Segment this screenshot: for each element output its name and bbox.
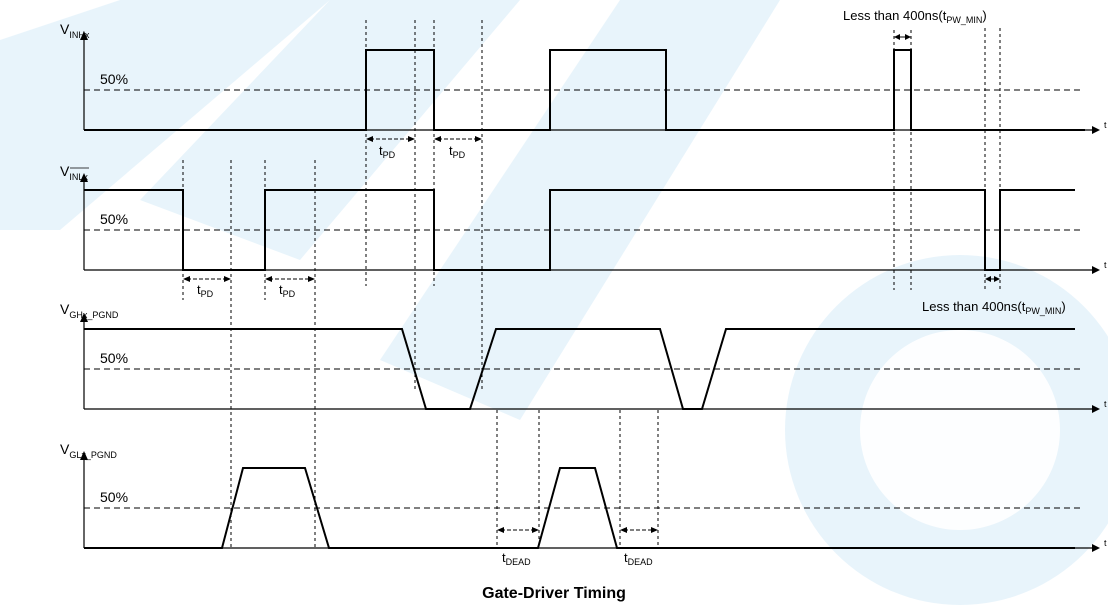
time-arrow-inh	[1092, 126, 1100, 134]
tdead-arrow-1	[497, 527, 539, 533]
waveform-inh	[84, 49, 1085, 131]
y-arrow-gl	[80, 451, 88, 460]
tpd-label: tPD	[279, 282, 296, 299]
tpd-arrow-1	[366, 136, 415, 142]
time-axis-label-gl: t	[1104, 538, 1107, 548]
threshold-label-inh: 50%	[100, 71, 128, 87]
row-inl: VINLx t 50%	[60, 163, 1107, 274]
pulse-note-top: Less than 400ns(tPW_MIN)	[843, 8, 987, 25]
time-axis-label-inh: t	[1104, 120, 1107, 130]
pulse-width-arrow-top	[894, 34, 911, 40]
y-arrow-gh	[80, 313, 88, 322]
tpd-arrow-3	[183, 276, 231, 282]
time-axis-label-inl: t	[1104, 260, 1107, 270]
time-arrow-inl	[1092, 266, 1100, 274]
tpd-label: tPD	[449, 143, 466, 160]
threshold-label-inl: 50%	[100, 211, 128, 227]
tpd-label: tPD	[379, 143, 396, 160]
waveform-gl	[84, 467, 1075, 549]
threshold-label-gl: 50%	[100, 489, 128, 505]
pulse-note-bottom: Less than 400ns(tPW_MIN)	[922, 299, 1066, 316]
row-gl: VGLx_PGND t 50%	[60, 441, 1107, 552]
waveform-inl	[84, 189, 1075, 271]
signal-label-inl: VINLx	[60, 163, 88, 182]
tdead-label: tDEAD	[624, 550, 653, 567]
time-axis-label-gh: t	[1104, 399, 1107, 409]
time-arrow-gh	[1092, 405, 1100, 413]
tpd-arrow-4	[265, 276, 315, 282]
annotation-labels: tPD tPD tPD tPD tDEAD tDEAD Less than 40…	[197, 8, 1066, 567]
signal-label-gl: VGLx_PGND	[60, 441, 117, 460]
timing-markers	[182, 20, 1001, 548]
signal-label-gh: VGHx_PGND	[60, 301, 119, 320]
figure-caption: Gate-Driver Timing	[482, 585, 626, 602]
tdead-arrow-2	[620, 527, 658, 533]
time-arrow-gl	[1092, 544, 1100, 552]
waveform-gh	[84, 328, 1075, 410]
row-gh: VGHx_PGND t 50%	[60, 301, 1107, 413]
y-arrow-inl	[80, 173, 88, 182]
row-inh: VINHx t 50%	[60, 21, 1107, 134]
tpd-arrow-2	[434, 136, 482, 142]
tpd-label: tPD	[197, 282, 214, 299]
y-arrow-inh	[80, 31, 88, 40]
dimension-arrows	[183, 34, 1000, 533]
tdead-label: tDEAD	[502, 550, 531, 567]
threshold-label-gh: 50%	[100, 350, 128, 366]
pulse-width-arrow-bottom	[985, 276, 1000, 282]
signal-label-inh: VINHx	[60, 21, 90, 40]
